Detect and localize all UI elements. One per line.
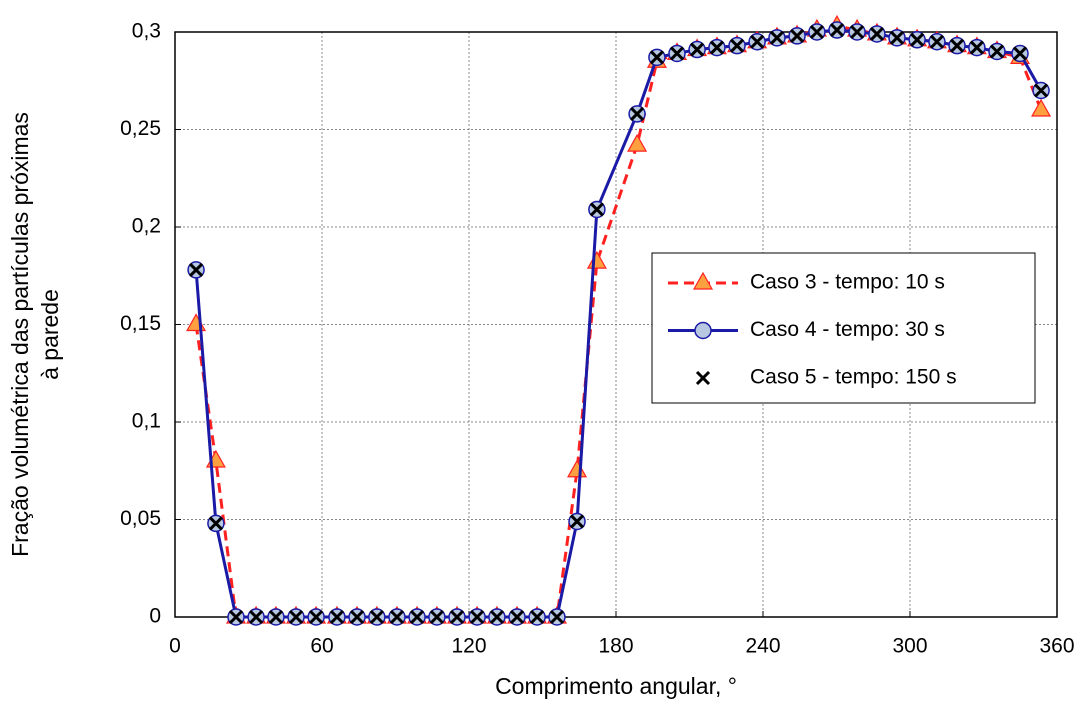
y-axis-label: Fração volumétrica das partículas próxim… bbox=[7, 112, 33, 557]
legend-label: Caso 4 - tempo: 30 s bbox=[750, 318, 945, 341]
y-tick-label: 0,3 bbox=[132, 20, 161, 43]
marker bbox=[349, 609, 365, 625]
marker bbox=[409, 609, 425, 625]
marker bbox=[1012, 46, 1028, 61]
marker bbox=[369, 609, 384, 625]
marker bbox=[569, 514, 585, 529]
marker bbox=[489, 609, 504, 625]
x-tick-label: 0 bbox=[169, 635, 181, 658]
y-tick-label: 0,15 bbox=[120, 312, 161, 335]
marker bbox=[829, 22, 845, 38]
marker bbox=[669, 46, 685, 61]
marker bbox=[769, 30, 785, 45]
x-tick-label: 180 bbox=[598, 635, 633, 658]
legend-box bbox=[651, 252, 1036, 404]
marker bbox=[1031, 98, 1052, 117]
marker bbox=[809, 24, 824, 40]
legend-marker bbox=[692, 271, 714, 290]
marker bbox=[750, 34, 765, 49]
y-tick-label: 0,2 bbox=[132, 215, 161, 238]
marker bbox=[268, 609, 284, 625]
marker bbox=[389, 609, 405, 625]
plot-frame bbox=[174, 31, 1058, 618]
marker bbox=[889, 30, 905, 45]
x-tick-label: 60 bbox=[310, 635, 333, 658]
y-axis-label: à parede bbox=[37, 289, 63, 380]
marker bbox=[729, 38, 745, 53]
legend-label: Caso 3 - tempo: 10 s bbox=[750, 271, 945, 294]
x-tick-label: 240 bbox=[745, 635, 780, 658]
marker bbox=[589, 202, 604, 217]
marker bbox=[549, 609, 565, 625]
marker bbox=[969, 40, 984, 55]
marker bbox=[929, 34, 945, 49]
x-tick-label: 120 bbox=[451, 635, 486, 658]
marker bbox=[509, 609, 525, 625]
marker bbox=[309, 609, 324, 625]
marker bbox=[850, 24, 865, 40]
y-tick-label: 0,1 bbox=[132, 410, 161, 433]
marker bbox=[189, 262, 204, 277]
y-tick-label: 0,25 bbox=[120, 117, 161, 140]
marker bbox=[429, 609, 444, 625]
marker bbox=[249, 609, 264, 625]
marker bbox=[228, 609, 244, 625]
marker bbox=[910, 32, 925, 47]
marker bbox=[949, 38, 965, 53]
marker bbox=[690, 42, 705, 57]
marker bbox=[869, 26, 884, 42]
marker bbox=[789, 28, 805, 43]
x-axis-label: Comprimento angular, ° bbox=[495, 673, 737, 699]
y-tick-label: 0,05 bbox=[120, 507, 161, 530]
marker bbox=[1034, 83, 1049, 98]
marker bbox=[627, 133, 648, 152]
x-tick-label: 300 bbox=[892, 635, 927, 658]
legend-marker bbox=[694, 321, 712, 340]
marker bbox=[530, 609, 545, 625]
marker bbox=[470, 609, 485, 625]
marker bbox=[288, 609, 304, 625]
marker bbox=[989, 44, 1005, 59]
marker bbox=[208, 516, 223, 531]
legend-label: Caso 5 - tempo: 150 s bbox=[750, 366, 957, 389]
marker bbox=[449, 609, 465, 625]
legend-marker bbox=[695, 370, 711, 386]
marker bbox=[630, 106, 645, 121]
y-tick-label: 0 bbox=[149, 605, 161, 628]
marker bbox=[329, 609, 345, 625]
x-tick-label: 360 bbox=[1039, 635, 1074, 658]
marker bbox=[709, 40, 725, 55]
marker bbox=[649, 50, 664, 65]
